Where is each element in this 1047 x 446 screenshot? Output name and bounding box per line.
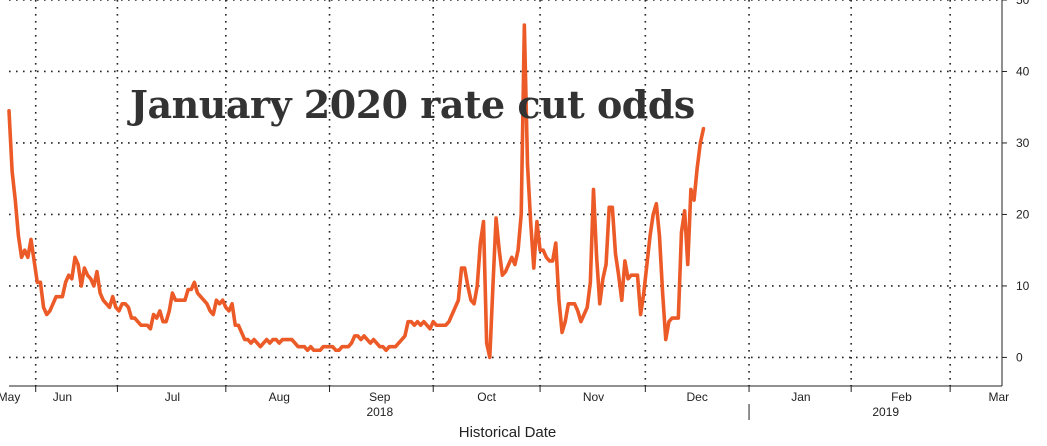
- y-tick-label-0: 0: [1016, 350, 1023, 364]
- x-tick-label-nov: Nov: [583, 390, 604, 404]
- x-tick-label-mar: Mar: [989, 390, 1010, 404]
- y-tick-label-50: 50: [1016, 0, 1030, 7]
- series-layer: [7, 23, 706, 360]
- y-tick-label-40: 40: [1016, 64, 1030, 78]
- x-axis-label: Historical Date: [458, 424, 557, 441]
- series-line-0: [7, 23, 706, 360]
- x-tick-label-feb: Feb: [891, 390, 912, 404]
- chart-title: January 2020 rate cut odds: [130, 82, 695, 127]
- y-axis: 0 10 20 30 40 50: [1001, 0, 1030, 386]
- x-tick-label-sep: Sep: [369, 390, 391, 404]
- x-tick-label-jul: Jul: [165, 390, 180, 404]
- x-axis: May Jun Jul Aug Sep Oct Nov Dec Jan Feb Mar 2018 201…: [0, 385, 1010, 420]
- year-label-2019: 2019: [872, 405, 899, 419]
- y-tick-label-20: 20: [1016, 207, 1030, 221]
- x-tick-label-oct: Oct: [477, 390, 496, 404]
- y-tick-label-30: 30: [1016, 136, 1030, 150]
- x-tick-label-aug: Aug: [269, 390, 290, 404]
- x-tick-label-jun: Jun: [53, 390, 72, 404]
- x-tick-label-jan: Jan: [791, 390, 810, 404]
- year-label-2018: 2018: [366, 405, 393, 419]
- x-tick-label-may: May: [0, 390, 20, 404]
- y-tick-label-10: 10: [1016, 279, 1030, 293]
- gridlines: [9, 0, 1002, 386]
- x-tick-label-dec: Dec: [687, 390, 708, 404]
